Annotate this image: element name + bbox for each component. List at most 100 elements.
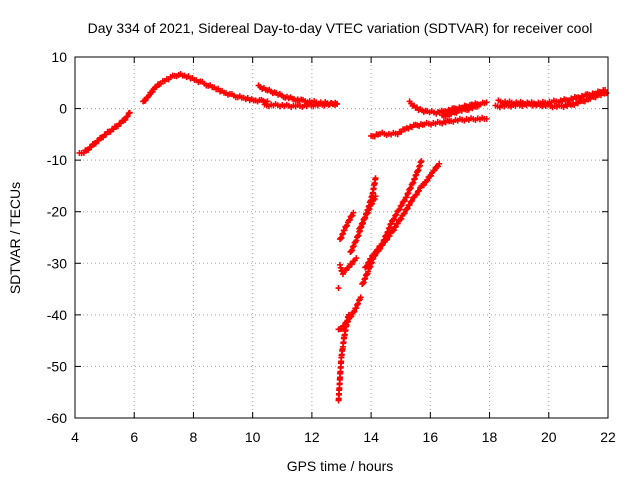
data-point [436,160,443,167]
x-tick-label: 16 [423,429,439,445]
data-point [357,294,364,301]
data-point [372,193,379,200]
data-point [126,109,133,116]
x-tick-label: 8 [190,429,198,445]
data-point [406,201,413,208]
data-point [403,194,410,201]
data-points [76,71,610,404]
data-point [393,211,400,218]
data-point [348,261,355,268]
data-point [407,185,414,192]
data-point [371,251,378,258]
data-point [146,92,153,99]
data-point [398,202,405,209]
data-point [375,246,382,253]
data-point [341,322,348,329]
y-tick-label: -30 [47,255,67,271]
data-point [349,247,356,254]
data-point [404,205,411,212]
data-point [424,177,431,184]
data-point [355,300,362,307]
data-point [389,217,396,224]
data-point [394,220,401,227]
data-point [149,88,156,95]
data-point [408,197,415,204]
data-point [474,103,481,110]
x-tick-label: 22 [600,429,616,445]
y-tick-label: -40 [47,307,67,323]
data-point [364,209,371,216]
x-tick-label: 6 [130,429,138,445]
data-point [359,219,366,226]
data-point [344,222,351,229]
data-point [366,205,373,212]
data-point [392,223,399,230]
data-point [404,190,411,197]
x-tick-label: 12 [304,429,320,445]
data-point [405,190,412,197]
y-axis-label: SDTVAR / TECUs [7,182,23,294]
x-tick-label: 4 [71,429,79,445]
data-point [366,259,373,266]
axis-ticks [74,56,609,419]
data-point [416,187,423,194]
y-tick-label: 10 [51,49,67,65]
data-point [341,227,348,234]
data-point [603,90,610,97]
data-point [122,116,129,123]
data-point [339,271,346,278]
data-point [395,207,402,214]
data-point [401,210,408,217]
data-point [334,100,341,107]
data-point [353,305,360,312]
x-axis-label: GPS time / hours [287,458,394,474]
y-tick-label: -20 [47,204,67,220]
data-point [418,158,425,165]
data-point [364,263,371,270]
x-tick-label: 14 [363,429,379,445]
data-point [348,248,355,255]
y-tick-label: -50 [47,358,67,374]
data-point [420,182,427,189]
data-point [350,243,357,250]
data-point [346,216,353,223]
data-point [368,200,375,207]
data-point [390,227,397,234]
data-point [335,285,342,292]
data-point [413,191,420,198]
grid-lines [75,57,608,418]
chart-title: Day 334 of 2021, Sidereal Day-to-day VTE… [88,20,593,36]
data-point [372,175,379,182]
tick-labels: 4 6 8 10 12 14 16 18 20 22 -60 -50 -40 -30 -20 -10 0 10 [47,49,616,445]
x-tick-label: 20 [541,429,557,445]
data-point [349,243,356,250]
data-point [142,97,149,104]
y-tick-label: -60 [47,410,67,426]
y-tick-label: -10 [47,152,67,168]
data-point [483,99,490,106]
data-point [483,115,490,122]
data-point [350,209,357,216]
data-point [398,215,405,222]
plot-area [74,56,610,419]
data-point [362,214,369,221]
data-point [345,318,352,325]
data-point [407,185,414,192]
data-point [345,264,352,271]
data-point [357,224,364,231]
data-point [357,224,364,231]
data-point [602,87,609,94]
data-point [396,206,403,213]
data-point [358,220,365,227]
data-point [391,216,398,223]
data-point [353,255,360,262]
x-tick-label: 10 [245,429,261,445]
data-point [348,313,355,320]
data-point [392,212,399,219]
data-point [401,197,408,204]
x-tick-label: 18 [482,429,498,445]
data-point [124,113,131,120]
data-point [354,301,361,308]
